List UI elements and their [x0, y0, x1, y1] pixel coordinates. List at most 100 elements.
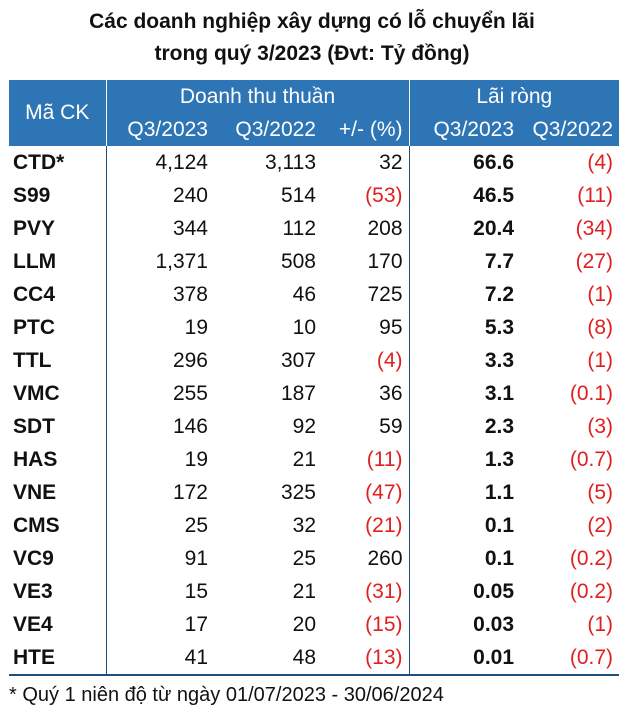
cell-rev-q3-2022: 508 [280, 249, 316, 273]
cell-code: VMC [9, 377, 107, 410]
cell-code: VNE [9, 476, 107, 509]
cell-rev-change: 725 [367, 282, 403, 306]
table-row: HAS 19 21 (11) 1.3 (0.7) [9, 443, 619, 476]
cell-rev-q3-2023: 25 [184, 513, 208, 537]
table-row: CC4 378 46 725 7.2 (1) [9, 278, 619, 311]
cell-rev-change: 59 [379, 414, 403, 438]
cell-rev-q3-2022: 21 [292, 447, 316, 471]
cell-profit-q3-2023: 0.01 [408, 641, 521, 676]
cell-profit-q3-2022: (0.1) [569, 381, 614, 405]
cell-code: PTC [9, 311, 107, 344]
cell-profit-q3-2023: 1.3 [408, 443, 521, 476]
cell-rev-q3-2023: 19 [184, 447, 208, 471]
cell-rev-q3-2022: 25 [292, 546, 316, 570]
cell-rev-change: (47) [365, 480, 403, 504]
cell-rev-q3-2022: 48 [214, 641, 322, 676]
cell-rev-q3-2022: 307 [280, 348, 316, 372]
page-title: Các doanh nghiệp xây dựng có lỗ chuyển l… [0, 6, 624, 70]
cell-code: VE4 [9, 608, 107, 641]
cell-profit-q3-2022: (2) [587, 513, 614, 537]
cell-rev-q3-2023: 172 [172, 480, 208, 504]
header-rev-q3-2022: Q3/2022 [214, 113, 322, 146]
cell-rev-q3-2022: 46 [292, 282, 316, 306]
cell-rev-q3-2022: 21 [292, 579, 316, 603]
cell-profit-q3-2023: 46.5 [408, 179, 521, 212]
cell-rev-q3-2023: 4,124 [155, 150, 208, 174]
cell-profit-q3-2023: 1.1 [408, 476, 521, 509]
cell-rev-q3-2023: 344 [172, 216, 208, 240]
cell-rev-q3-2023: 91 [184, 546, 208, 570]
cell-rev-change: 260 [367, 546, 403, 570]
table-row: VC9 91 25 260 0.1 (0.2) [9, 542, 619, 575]
header-profit-group: Lãi ròng [408, 80, 620, 113]
data-table: Mã CK Doanh thu thuần Lãi ròng Q3/2023 Q… [9, 80, 620, 676]
table-row: VE3 15 21 (31) 0.05 (0.2) [9, 575, 619, 608]
header-profit-q3-2023: Q3/2023 [408, 113, 521, 146]
cell-profit-q3-2022: (0.2) [569, 579, 614, 603]
cell-profit-q3-2022: (11) [577, 183, 614, 207]
cell-profit-q3-2023: 5.3 [408, 311, 521, 344]
cell-code: CC4 [9, 278, 107, 311]
table-row: SDT 146 92 59 2.3 (3) [9, 410, 619, 443]
cell-rev-change: 208 [367, 216, 403, 240]
cell-rev-change: 32 [379, 150, 403, 174]
cell-profit-q3-2023: 3.3 [408, 344, 521, 377]
cell-rev-q3-2023: 41 [106, 641, 214, 676]
table-row: VMC 255 187 36 3.1 (0.1) [9, 377, 619, 410]
cell-profit-q3-2023: 7.7 [408, 245, 521, 278]
cell-rev-q3-2022: 3,113 [265, 150, 316, 174]
table-row: PVY 344 112 208 20.4 (34) [9, 212, 619, 245]
header-rev-change: +/- (%) [322, 113, 410, 146]
cell-rev-q3-2023: 378 [172, 282, 208, 306]
cell-rev-q3-2023: 17 [184, 612, 208, 636]
footnote: * Quý 1 niên độ từ ngày 01/07/2023 - 30/… [9, 684, 444, 706]
cell-rev-change: (21) [365, 513, 403, 537]
cell-profit-q3-2022: (1) [587, 612, 614, 636]
cell-profit-q3-2022: (1) [587, 282, 614, 306]
cell-rev-q3-2022: 32 [292, 513, 316, 537]
table-row: LLM 1,371 508 170 7.7 (27) [9, 245, 619, 278]
cell-code: VC9 [9, 542, 107, 575]
table-body: CTD* 4,124 3,113 32 66.6 (4) S99 240 514 (53) 46.5… [9, 146, 620, 676]
cell-code: CMS [9, 509, 107, 542]
cell-rev-change: (15) [365, 612, 403, 636]
cell-profit-q3-2023: 0.03 [408, 608, 521, 641]
cell-code: PVY [9, 212, 107, 245]
cell-rev-q3-2023: 146 [172, 414, 208, 438]
cell-code: HTE [9, 641, 107, 676]
cell-code: LLM [9, 245, 107, 278]
cell-rev-change: (13) [322, 641, 410, 676]
cell-rev-q3-2023: 240 [172, 183, 208, 207]
cell-rev-q3-2023: 1,371 [155, 249, 208, 273]
cell-rev-q3-2022: 187 [280, 381, 316, 405]
cell-profit-q3-2022: (0.7) [569, 447, 614, 471]
cell-profit-q3-2022: (5) [587, 480, 614, 504]
cell-code: VE3 [9, 575, 107, 608]
cell-rev-change: 95 [379, 315, 403, 339]
cell-profit-q3-2023: 2.3 [408, 410, 521, 443]
table-row: TTL 296 307 (4) 3.3 (1) [9, 344, 619, 377]
table-row: CMS 25 32 (21) 0.1 (2) [9, 509, 619, 542]
cell-profit-q3-2022: (34) [575, 216, 614, 240]
cell-profit-q3-2023: 3.1 [408, 377, 521, 410]
cell-profit-q3-2022: (27) [575, 249, 614, 273]
cell-profit-q3-2023: 0.05 [408, 575, 521, 608]
cell-rev-q3-2023: 255 [172, 381, 208, 405]
cell-rev-change: (11) [366, 447, 403, 471]
cell-profit-q3-2022: (3) [587, 414, 614, 438]
cell-profit-q3-2022: (4) [587, 150, 614, 174]
cell-rev-q3-2022: 325 [280, 480, 316, 504]
table-row: VNE 172 325 (47) 1.1 (5) [9, 476, 619, 509]
cell-profit-q3-2023: 0.1 [408, 542, 521, 575]
table-row: HTE 41 48 (13) 0.01 (0.7) [9, 641, 620, 676]
cell-code: SDT [9, 410, 107, 443]
cell-rev-q3-2023: 296 [172, 348, 208, 372]
table-row: S99 240 514 (53) 46.5 (11) [9, 179, 619, 212]
cell-rev-q3-2022: 20 [292, 612, 316, 636]
table-row: PTC 19 10 95 5.3 (8) [9, 311, 619, 344]
cell-rev-change: 36 [379, 381, 403, 405]
cell-code: HAS [9, 443, 107, 476]
header-revenue-group: Doanh thu thuần [106, 80, 410, 113]
cell-profit-q3-2023: 66.6 [408, 146, 521, 179]
header-profit-q3-2022: Q3/2022 [520, 113, 620, 146]
